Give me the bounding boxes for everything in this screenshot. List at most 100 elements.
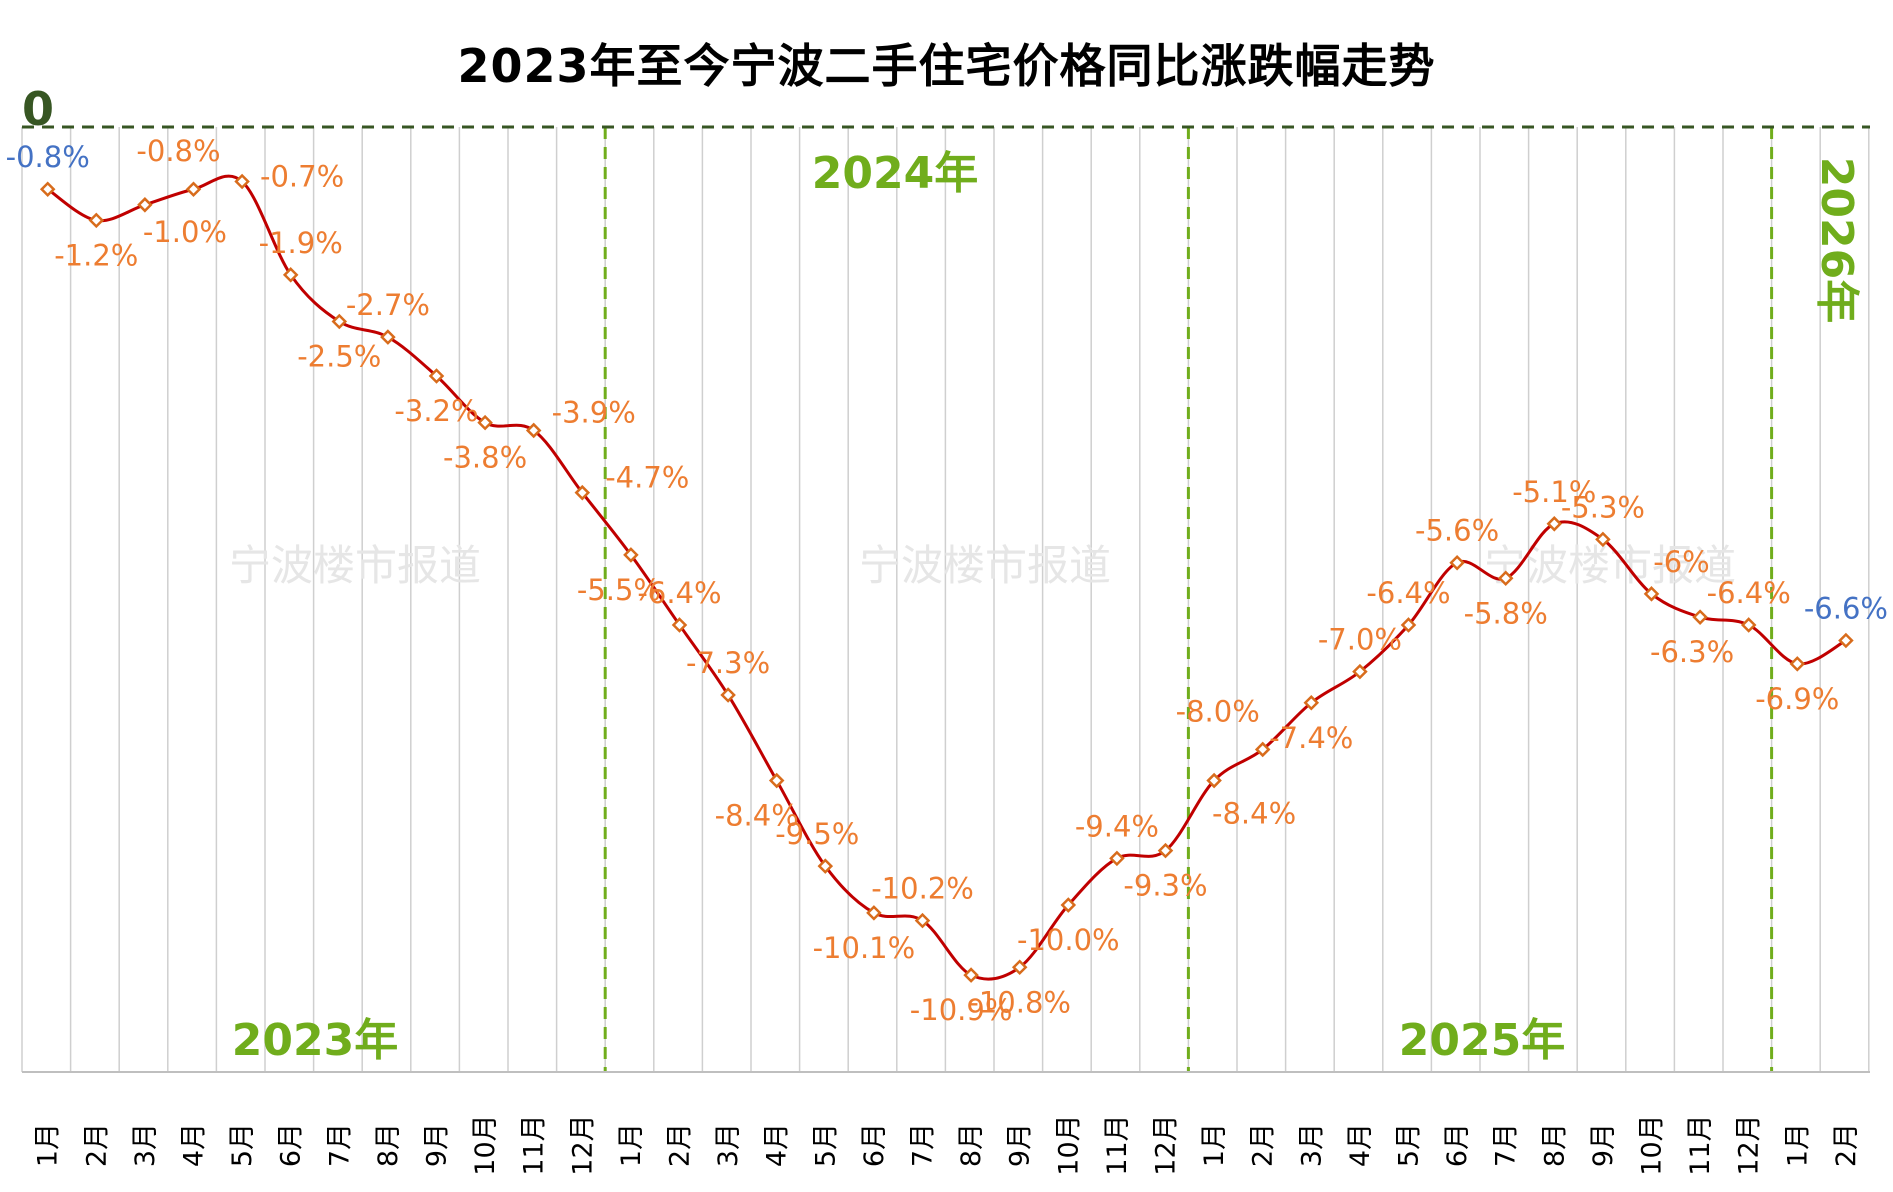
data-label: -8.0% [1176,694,1260,728]
x-tick-label: 9月 [1005,1123,1036,1167]
watermark-text: 宁波楼市报道 [1484,541,1736,590]
data-point [88,212,105,229]
gridlines [21,127,1870,1072]
data-label: -9.3% [1123,869,1207,903]
x-tick-label: 2月 [665,1123,696,1167]
x-tick-label: 2月 [1831,1123,1862,1167]
data-point [1206,772,1222,789]
x-tick-label: 4月 [179,1123,210,1167]
data-point [866,905,882,921]
chart-title: 2023年至今宁波二手住宅价格同比涨跌幅走势 [457,39,1436,93]
data-label: -1.9% [259,226,343,260]
data-point [817,858,834,874]
x-tick-label: 2月 [81,1123,112,1167]
data-label: -10.1% [813,931,916,965]
data-point [1011,959,1028,976]
x-tick-label: 1月 [616,1123,647,1167]
data-label: -3.8% [443,441,527,475]
series-line-path [46,174,1847,981]
x-tick-label: 7月 [908,1123,939,1167]
data-label: -0.8% [136,134,220,168]
data-label: -9.5% [775,817,859,851]
x-tick-label: 12月 [567,1114,598,1175]
data-point [1449,554,1465,571]
data-label: -6% [1653,545,1709,579]
data-label: -1.0% [143,215,227,249]
data-label: -7.0% [1318,623,1402,657]
x-tick-label: 10月 [1053,1114,1084,1175]
x-tick-labels: 1月 2月 3月 4月 5月 6月 7月 8月 9月 10月 11月 12月 1月 2月 3月 4月 5月 6月 7… [33,1114,1862,1175]
x-tick-label: 11月 [519,1114,550,1175]
zero-label: 0 [22,82,54,136]
x-tick-label: 6月 [1442,1123,1473,1167]
data-point [1109,850,1125,867]
data-label: -8.4% [715,799,799,833]
data-point [39,181,56,198]
x-tick-label: 3月 [130,1123,161,1167]
data-markers [39,173,1854,983]
data-label: -2.7% [346,288,430,322]
axes [22,125,1870,1073]
year-dividers [603,127,1774,1072]
data-point [623,547,639,563]
data-point [1497,570,1514,587]
data-point [525,422,542,439]
data-label: -10.0% [1017,923,1120,957]
x-tick-label: 3月 [713,1123,744,1167]
data-point [768,772,785,789]
data-point [1595,531,1611,548]
x-tick-label: 12月 [1734,1114,1765,1175]
data-label: -6.6% [1804,592,1888,626]
data-point [914,912,931,929]
x-tick-label: 8月 [956,1123,987,1167]
data-point [1692,609,1708,625]
data-label: -10.9% [910,993,1013,1027]
data-label: -6.3% [1650,635,1734,669]
data-label: -5.6% [1415,514,1499,548]
data-label: -6.9% [1755,682,1839,716]
data-label: -7.3% [686,646,770,680]
x-tick-label: 1月 [33,1123,64,1167]
data-point [963,967,979,983]
x-tick-label: 8月 [1539,1123,1570,1167]
x-tick-label: 11月 [1685,1114,1716,1175]
x-tick-label: 11月 [1102,1114,1133,1175]
x-tick-label: 6月 [276,1123,307,1167]
data-point [137,197,153,213]
data-label: -10.2% [871,872,974,906]
data-point [477,414,493,431]
data-point [720,687,736,703]
x-tick-label: 4月 [762,1123,793,1167]
series-line [46,174,1847,981]
watermark-text: 宁波楼市报道 [859,541,1111,590]
year-label: 2026年 [1811,157,1862,323]
x-tick-label: 6月 [859,1123,890,1167]
data-point [1546,516,1563,532]
data-point [671,617,688,633]
data-label: -10.8% [968,985,1071,1019]
data-point [1254,741,1271,758]
data-point [1352,663,1368,680]
watermark-text: 宁波楼市报道 [229,541,481,590]
year-label: 2025年 [1399,1015,1565,1066]
year-label: 2024年 [812,148,978,199]
watermarks: 宁波楼市报道 宁波楼市报道 宁波楼市报道 [229,541,1736,590]
data-point [282,267,299,283]
x-tick-label: 8月 [373,1123,404,1167]
x-tick-label: 7月 [324,1123,355,1167]
data-point [574,484,591,501]
data-point [1400,617,1417,633]
data-point [428,368,445,384]
year-label: 2023年 [232,1015,398,1066]
data-point [380,329,396,345]
x-tick-label: 12月 [1151,1114,1182,1175]
data-point [1303,694,1320,711]
data-point [1643,586,1660,602]
data-point [1060,897,1077,913]
x-tick-label: 10月 [470,1114,501,1175]
data-point [234,173,250,190]
data-point [1838,632,1854,649]
data-label: -9.4% [1075,809,1159,843]
data-label: -2.5% [297,340,381,374]
